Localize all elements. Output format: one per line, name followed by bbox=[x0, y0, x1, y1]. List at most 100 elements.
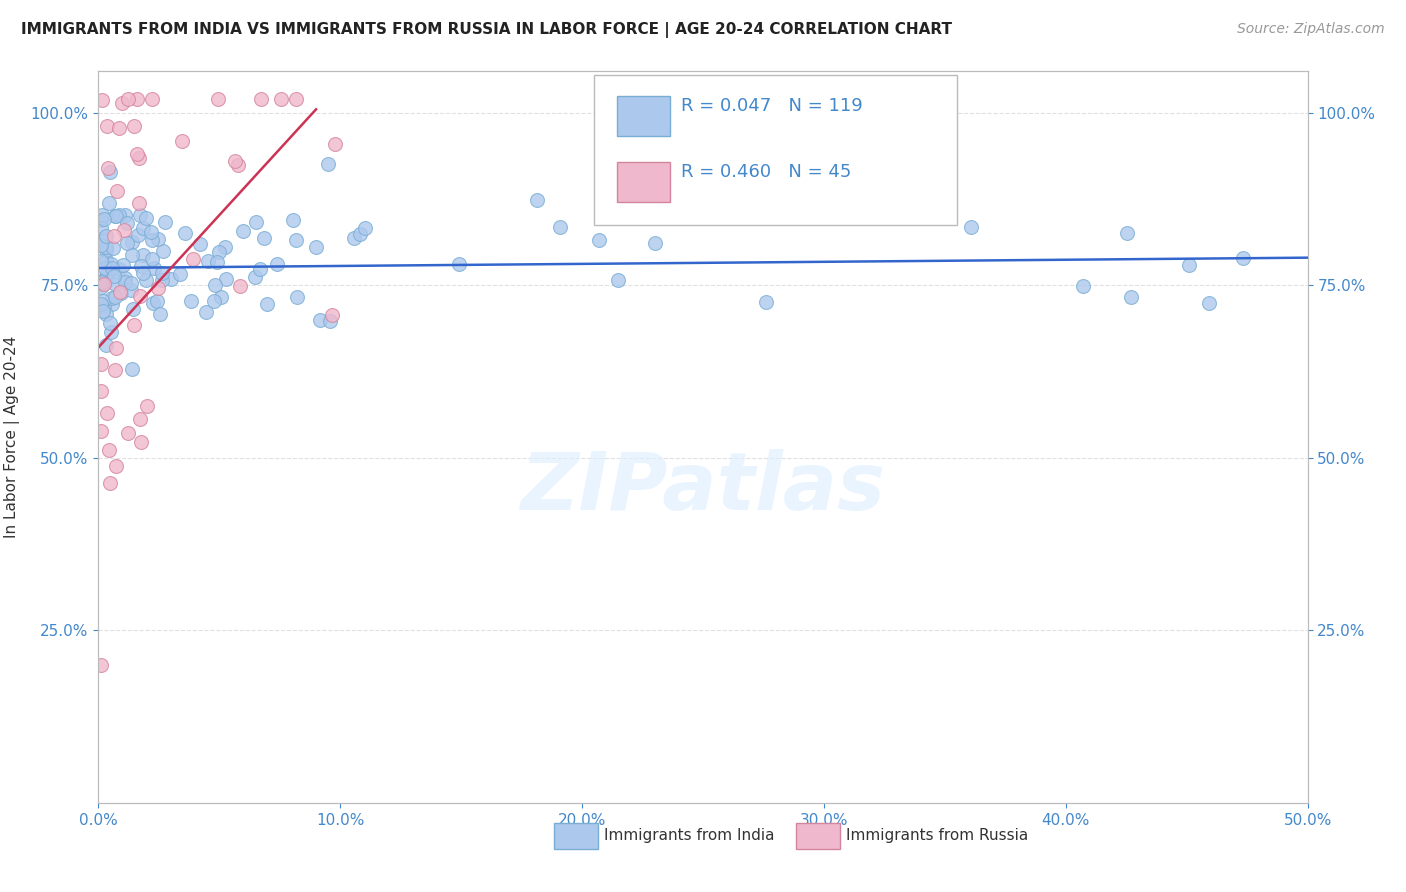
Point bbox=[104, 277, 127, 292]
Point bbox=[281, 212, 304, 227]
Point bbox=[285, 290, 308, 304]
Point bbox=[152, 273, 174, 287]
Point bbox=[112, 223, 135, 237]
Point bbox=[135, 273, 157, 287]
Point bbox=[224, 153, 246, 168]
FancyBboxPatch shape bbox=[595, 75, 957, 225]
Point bbox=[1071, 279, 1094, 293]
Text: ZIPatlas: ZIPatlas bbox=[520, 450, 886, 527]
Point bbox=[90, 357, 112, 371]
Point bbox=[90, 297, 112, 311]
Point bbox=[202, 293, 225, 308]
Point bbox=[146, 293, 169, 308]
Point bbox=[323, 137, 346, 152]
Point bbox=[122, 119, 145, 133]
Point bbox=[1198, 295, 1220, 310]
Point bbox=[644, 236, 666, 251]
Point bbox=[125, 146, 148, 161]
Point bbox=[128, 411, 150, 425]
FancyBboxPatch shape bbox=[617, 96, 671, 136]
Point bbox=[93, 299, 115, 313]
Point bbox=[121, 301, 143, 316]
Point bbox=[110, 285, 132, 300]
Point bbox=[309, 312, 332, 326]
Point bbox=[245, 214, 267, 228]
Point bbox=[108, 208, 131, 222]
Point bbox=[98, 164, 121, 178]
Point bbox=[90, 384, 112, 399]
Point bbox=[128, 151, 150, 165]
Point bbox=[111, 96, 134, 111]
Point bbox=[132, 248, 155, 262]
Point bbox=[101, 241, 124, 255]
Point bbox=[181, 252, 204, 267]
Point bbox=[100, 257, 122, 271]
Point bbox=[129, 288, 152, 302]
Point bbox=[90, 212, 112, 227]
Point bbox=[94, 338, 117, 352]
Point bbox=[232, 224, 254, 238]
Point bbox=[169, 267, 191, 281]
Point bbox=[101, 260, 124, 275]
Point bbox=[129, 434, 152, 449]
Point bbox=[93, 277, 115, 291]
Point bbox=[96, 240, 118, 254]
Point bbox=[96, 243, 118, 257]
Point bbox=[93, 275, 115, 289]
Point bbox=[112, 258, 135, 272]
Point bbox=[98, 196, 121, 211]
Point bbox=[96, 406, 118, 420]
Point bbox=[129, 208, 152, 222]
Point bbox=[121, 276, 143, 290]
Point bbox=[114, 275, 136, 289]
Point bbox=[132, 221, 155, 235]
Point bbox=[128, 196, 150, 211]
Point bbox=[148, 231, 170, 245]
Point bbox=[97, 161, 120, 175]
FancyBboxPatch shape bbox=[554, 822, 598, 849]
Point bbox=[114, 270, 136, 285]
Point bbox=[90, 237, 112, 252]
Point bbox=[150, 266, 173, 280]
Point bbox=[243, 269, 266, 284]
Point bbox=[103, 228, 125, 243]
Point bbox=[141, 295, 163, 310]
Point bbox=[96, 228, 118, 243]
Point bbox=[1116, 227, 1139, 241]
Point bbox=[104, 341, 127, 355]
Y-axis label: In Labor Force | Age 20-24: In Labor Force | Age 20-24 bbox=[4, 336, 20, 538]
Point bbox=[141, 233, 163, 247]
Point bbox=[149, 307, 172, 321]
Point bbox=[90, 276, 112, 290]
Point bbox=[606, 273, 628, 287]
Point bbox=[108, 285, 131, 299]
Point bbox=[284, 92, 307, 106]
Point bbox=[1121, 290, 1143, 304]
Point bbox=[195, 304, 218, 318]
Point bbox=[121, 235, 143, 250]
Point bbox=[270, 92, 292, 106]
Point bbox=[449, 257, 471, 271]
Point bbox=[90, 277, 112, 291]
Point bbox=[121, 361, 143, 376]
Point bbox=[122, 318, 145, 333]
Point bbox=[117, 92, 139, 106]
Point bbox=[117, 426, 139, 441]
Point bbox=[93, 270, 115, 285]
Point bbox=[319, 314, 342, 328]
Point bbox=[1178, 258, 1201, 272]
Point bbox=[108, 120, 131, 135]
Point bbox=[94, 307, 117, 321]
Point bbox=[250, 92, 273, 106]
Point bbox=[104, 209, 127, 223]
Point bbox=[207, 255, 229, 269]
Point bbox=[91, 209, 114, 223]
Point bbox=[204, 278, 226, 293]
Point bbox=[174, 226, 197, 240]
Point bbox=[143, 260, 166, 275]
FancyBboxPatch shape bbox=[617, 162, 671, 202]
Point bbox=[208, 244, 231, 259]
Point bbox=[249, 262, 271, 277]
Point bbox=[91, 304, 114, 318]
Point bbox=[959, 219, 981, 234]
